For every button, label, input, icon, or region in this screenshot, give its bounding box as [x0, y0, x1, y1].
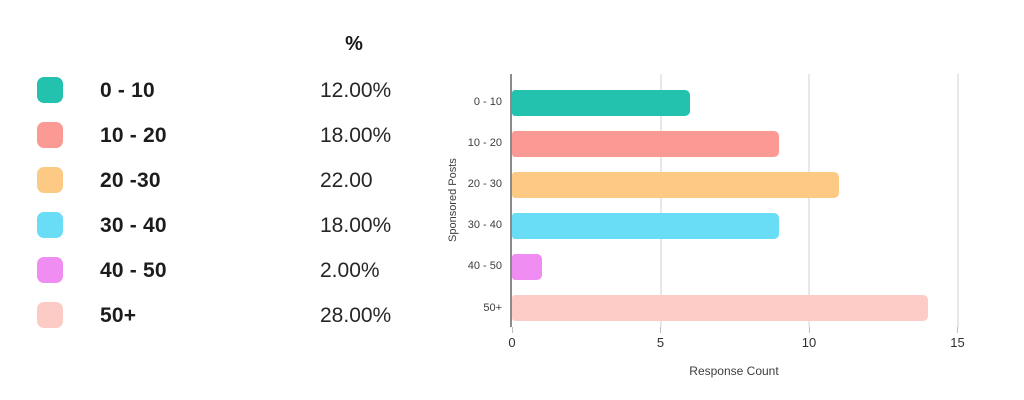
x-tick-label: 0 — [508, 335, 516, 350]
bucket-percentage: 2.00% — [320, 259, 380, 282]
bar — [512, 171, 839, 198]
bar — [512, 295, 928, 321]
bucket-percentage: 22.00 — [320, 169, 373, 192]
color-swatch — [37, 302, 63, 328]
table-row: 20 -30 22.00 — [37, 158, 420, 203]
bucket-percentage: 12.00% — [320, 79, 392, 102]
bar-category-label: 40 - 50 — [467, 260, 502, 273]
x-tick-mark — [511, 327, 513, 333]
table-row: 30 - 40 18.00% — [37, 203, 420, 248]
bucket-label: 50+ — [100, 304, 137, 327]
percent-column-header: % — [345, 33, 363, 55]
table-row: 0 - 10 12.00% — [37, 68, 420, 113]
bar-category-label: 0 - 10 — [473, 96, 502, 108]
bar — [512, 130, 780, 157]
gridline — [956, 74, 959, 327]
bucket-label: 40 - 50 — [100, 259, 167, 282]
color-swatch — [37, 212, 63, 238]
x-tick-label: 5 — [656, 335, 665, 350]
gridline — [808, 74, 810, 327]
bar — [512, 212, 780, 239]
bucket-label: 0 - 10 — [100, 79, 155, 102]
bar — [512, 89, 691, 116]
bar-category-label: 20 - 30 — [467, 178, 502, 191]
bar — [512, 253, 542, 280]
x-axis-title: Response Count — [689, 364, 779, 378]
bar-category-label: 10 - 20 — [467, 137, 502, 150]
color-swatch — [37, 257, 63, 283]
bar-category-label: 50+ — [483, 301, 502, 314]
response-count-bar-chart: Sponsored Posts 0 5 10 15 0 - 10 10 - 20 20 - … — [430, 0, 1024, 400]
percentage-table: % 0 - 10 12.00% 10 - 20 18.00% 20 -30 22… — [0, 0, 430, 400]
bucket-label: 20 -30 — [100, 169, 161, 192]
plot-area: 0 5 10 15 0 - 10 10 - 20 20 - 30 30 - 40 40 - 50… — [468, 74, 970, 350]
x-tick-mark — [808, 327, 810, 333]
color-swatch — [37, 167, 63, 193]
bucket-label: 10 - 20 — [100, 124, 167, 147]
bucket-percentage: 18.00% — [320, 214, 392, 237]
table-row: 50+ 28.00% — [37, 293, 420, 338]
x-tick-label: 10 — [801, 335, 817, 350]
bucket-percentage: 28.00% — [320, 304, 392, 327]
bucket-percentage: 18.00% — [320, 124, 392, 147]
color-swatch — [37, 122, 63, 148]
table-row: 10 - 20 18.00% — [37, 113, 420, 158]
color-swatch — [37, 77, 63, 103]
table-row: 40 - 50 2.00% — [37, 248, 420, 293]
x-tick-mark — [957, 327, 958, 333]
y-axis-title: Sponsored Posts — [447, 158, 459, 243]
x-tick-mark — [660, 327, 661, 333]
gridline — [659, 74, 662, 327]
bar-category-label: 30 - 40 — [467, 219, 502, 232]
bucket-label: 30 - 40 — [100, 214, 167, 237]
x-tick-label: 15 — [950, 335, 965, 350]
